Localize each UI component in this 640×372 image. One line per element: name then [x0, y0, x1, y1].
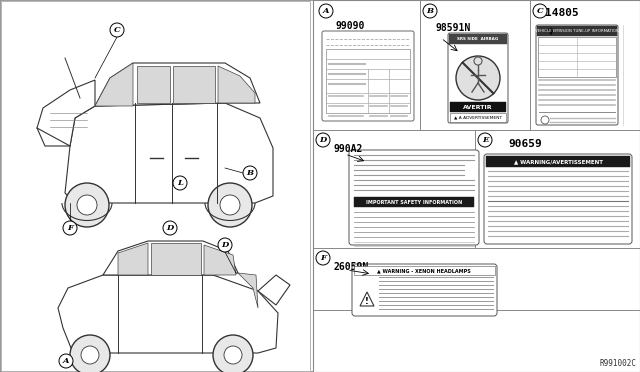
Bar: [313, 0, 640, 372]
Polygon shape: [360, 292, 374, 306]
FancyBboxPatch shape: [322, 31, 414, 121]
Circle shape: [213, 335, 253, 372]
Bar: [354, 197, 474, 207]
Polygon shape: [65, 103, 273, 203]
Circle shape: [163, 221, 177, 235]
Circle shape: [173, 176, 187, 190]
Polygon shape: [103, 241, 238, 275]
Circle shape: [63, 221, 77, 235]
Text: E: E: [482, 136, 488, 144]
Circle shape: [218, 238, 232, 252]
Text: F: F: [67, 224, 73, 232]
Circle shape: [110, 23, 124, 37]
Text: B: B: [426, 7, 433, 15]
Circle shape: [70, 335, 110, 372]
Text: 90659: 90659: [508, 139, 542, 149]
Circle shape: [243, 166, 257, 180]
Circle shape: [541, 116, 549, 124]
Circle shape: [59, 354, 73, 368]
Circle shape: [220, 195, 240, 215]
Text: R991002C: R991002C: [600, 359, 637, 368]
Circle shape: [224, 346, 242, 364]
Polygon shape: [204, 245, 236, 275]
Circle shape: [208, 183, 252, 227]
Text: IMPORTANT SAFETY INFORMATION: IMPORTANT SAFETY INFORMATION: [366, 199, 462, 205]
Text: ▲ WARNING - XENON HEADLAMPS: ▲ WARNING - XENON HEADLAMPS: [377, 268, 471, 273]
Text: A: A: [63, 357, 69, 365]
Bar: [326, 49, 410, 113]
FancyBboxPatch shape: [484, 154, 632, 244]
Circle shape: [478, 133, 492, 147]
Bar: [450, 113, 506, 122]
Text: ▲ A ADVERTISSEMENT: ▲ A ADVERTISSEMENT: [454, 115, 502, 119]
Polygon shape: [218, 66, 255, 103]
Polygon shape: [151, 243, 201, 275]
Polygon shape: [95, 63, 133, 106]
Circle shape: [423, 4, 437, 18]
Text: 26059N: 26059N: [333, 262, 368, 272]
FancyBboxPatch shape: [349, 150, 479, 245]
Text: C: C: [537, 7, 543, 15]
Text: 98591N: 98591N: [435, 23, 470, 33]
Text: 990A2: 990A2: [333, 144, 362, 154]
FancyBboxPatch shape: [352, 264, 497, 316]
Text: VEHICLE EMISSION TUNE-UP INFORMATION: VEHICLE EMISSION TUNE-UP INFORMATION: [535, 29, 619, 33]
Bar: [486, 156, 630, 167]
Text: SRS SIDE  AIRBAG: SRS SIDE AIRBAG: [458, 37, 499, 41]
Circle shape: [533, 4, 547, 18]
Text: L: L: [177, 179, 183, 187]
Text: !: !: [365, 298, 369, 307]
Bar: [354, 266, 495, 275]
Bar: [1, 1, 310, 371]
Circle shape: [456, 56, 500, 100]
Text: D: D: [319, 136, 326, 144]
Bar: [449, 34, 507, 44]
Text: AVERTIR: AVERTIR: [463, 105, 493, 109]
Circle shape: [65, 183, 109, 227]
Polygon shape: [95, 63, 260, 106]
Bar: [450, 102, 506, 112]
Circle shape: [77, 195, 97, 215]
Bar: [537, 26, 617, 36]
FancyBboxPatch shape: [448, 33, 508, 123]
Text: D: D: [166, 224, 173, 232]
Circle shape: [316, 133, 330, 147]
Polygon shape: [137, 66, 170, 103]
Text: A: A: [323, 7, 329, 15]
Polygon shape: [238, 273, 258, 308]
Polygon shape: [173, 66, 215, 103]
Polygon shape: [258, 275, 290, 305]
Polygon shape: [118, 243, 148, 275]
Text: F: F: [320, 254, 326, 262]
Polygon shape: [58, 275, 278, 353]
Polygon shape: [37, 80, 95, 146]
Text: B: B: [246, 169, 253, 177]
Circle shape: [81, 346, 99, 364]
Text: 99090: 99090: [335, 21, 365, 31]
Circle shape: [319, 4, 333, 18]
Circle shape: [474, 57, 482, 65]
Text: D: D: [221, 241, 228, 249]
Circle shape: [316, 251, 330, 265]
Text: C: C: [114, 26, 120, 34]
Bar: [538, 37, 616, 77]
Text: ▲ WARNING/AVERTISSEMENT: ▲ WARNING/AVERTISSEMENT: [513, 159, 602, 164]
Text: 14805: 14805: [545, 8, 579, 18]
FancyBboxPatch shape: [536, 25, 618, 125]
